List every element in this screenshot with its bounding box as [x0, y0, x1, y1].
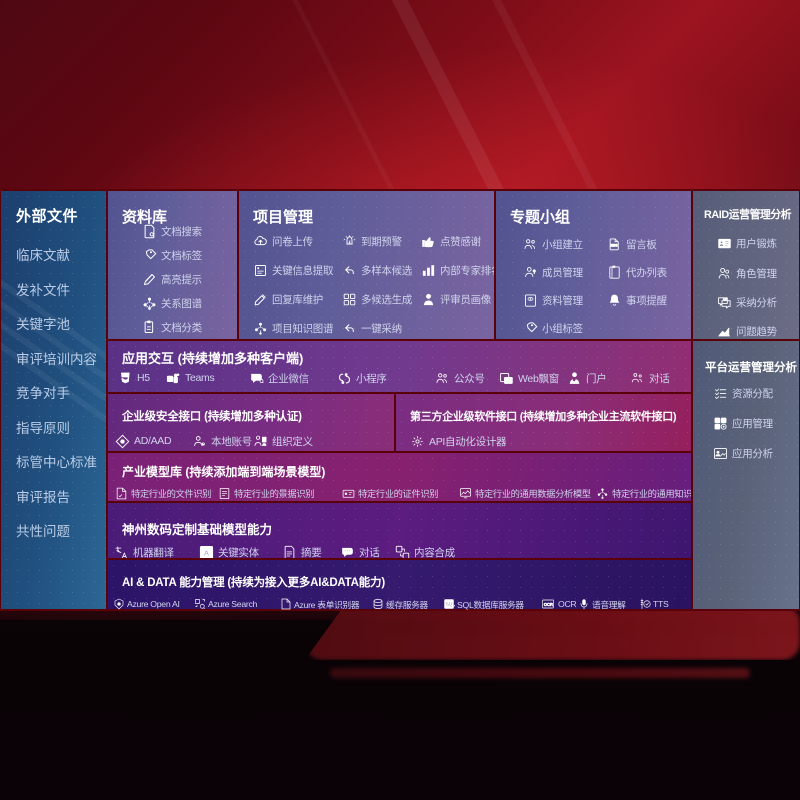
- svg-text:A: A: [204, 548, 210, 557]
- svg-text:SQL: SQL: [446, 602, 456, 608]
- svg-text:OCR: OCR: [544, 602, 553, 607]
- svg-text:BBS: BBS: [611, 243, 619, 247]
